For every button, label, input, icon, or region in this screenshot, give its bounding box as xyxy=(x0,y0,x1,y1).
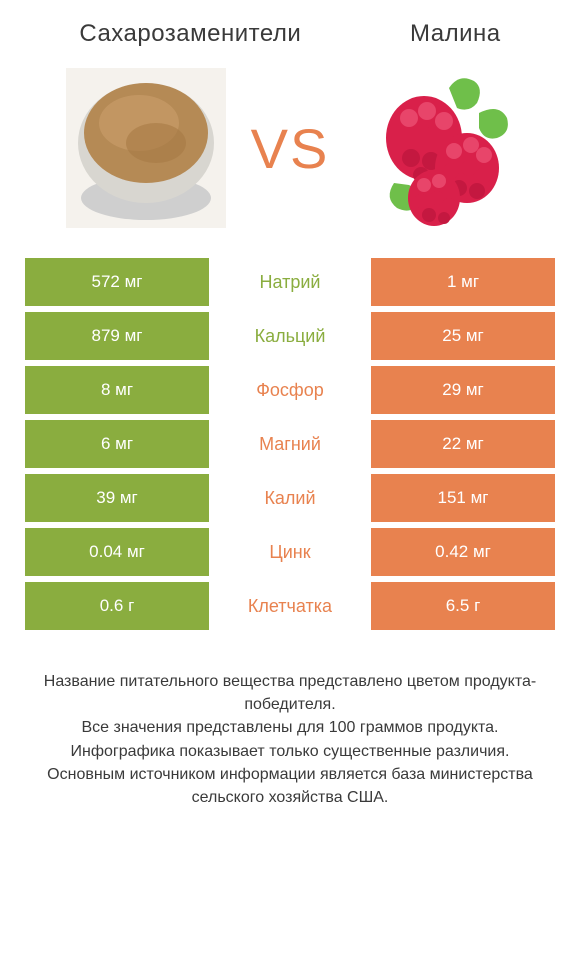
footer-line-2: Все значения представлены для 100 граммо… xyxy=(35,716,545,739)
nutrient-row: 879 мгКальций25 мг xyxy=(25,312,555,360)
right-value: 1 мг xyxy=(371,258,555,306)
nutrient-row: 0.6 гКлетчатка6.5 г xyxy=(25,582,555,630)
vs-label: VS xyxy=(251,116,330,181)
nutrient-label: Фосфор xyxy=(215,366,365,414)
right-value: 29 мг xyxy=(371,366,555,414)
left-value: 572 мг xyxy=(25,258,209,306)
right-value: 22 мг xyxy=(371,420,555,468)
nutrient-label: Магний xyxy=(215,420,365,468)
nutrient-row: 6 мгМагний22 мг xyxy=(25,420,555,468)
vs-row: VS xyxy=(25,63,555,233)
right-value: 25 мг xyxy=(371,312,555,360)
nutrient-table: 572 мгНатрий1 мг 879 мгКальций25 мг 8 мгФо… xyxy=(25,258,555,630)
left-value: 6 мг xyxy=(25,420,209,468)
nutrient-label: Клетчатка xyxy=(215,582,365,630)
right-value: 151 мг xyxy=(371,474,555,522)
footer-line-4: Основным источником информации является … xyxy=(35,763,545,809)
nutrient-label: Калий xyxy=(215,474,365,522)
left-product-image xyxy=(61,63,231,233)
right-product-title: Малина xyxy=(410,20,501,48)
nutrient-row: 572 мгНатрий1 мг xyxy=(25,258,555,306)
nutrient-row: 8 мгФосфор29 мг xyxy=(25,366,555,414)
footer-line-3: Инфографика показывает только существенн… xyxy=(35,740,545,763)
left-value: 0.04 мг xyxy=(25,528,209,576)
nutrient-row: 39 мгКалий151 мг xyxy=(25,474,555,522)
left-value: 39 мг xyxy=(25,474,209,522)
header-row: Сахарозаменители Малина xyxy=(25,20,555,48)
left-product-title: Сахарозаменители xyxy=(79,20,301,48)
nutrient-label: Цинк xyxy=(215,528,365,576)
nutrient-row: 0.04 мгЦинк0.42 мг xyxy=(25,528,555,576)
right-value: 0.42 мг xyxy=(371,528,555,576)
footer-notes: Название питательного вещества представл… xyxy=(25,670,555,809)
left-value: 0.6 г xyxy=(25,582,209,630)
right-value: 6.5 г xyxy=(371,582,555,630)
nutrient-label: Натрий xyxy=(215,258,365,306)
left-value: 8 мг xyxy=(25,366,209,414)
right-product-image xyxy=(349,63,519,233)
left-value: 879 мг xyxy=(25,312,209,360)
footer-line-1: Название питательного вещества представл… xyxy=(35,670,545,716)
nutrient-label: Кальций xyxy=(215,312,365,360)
